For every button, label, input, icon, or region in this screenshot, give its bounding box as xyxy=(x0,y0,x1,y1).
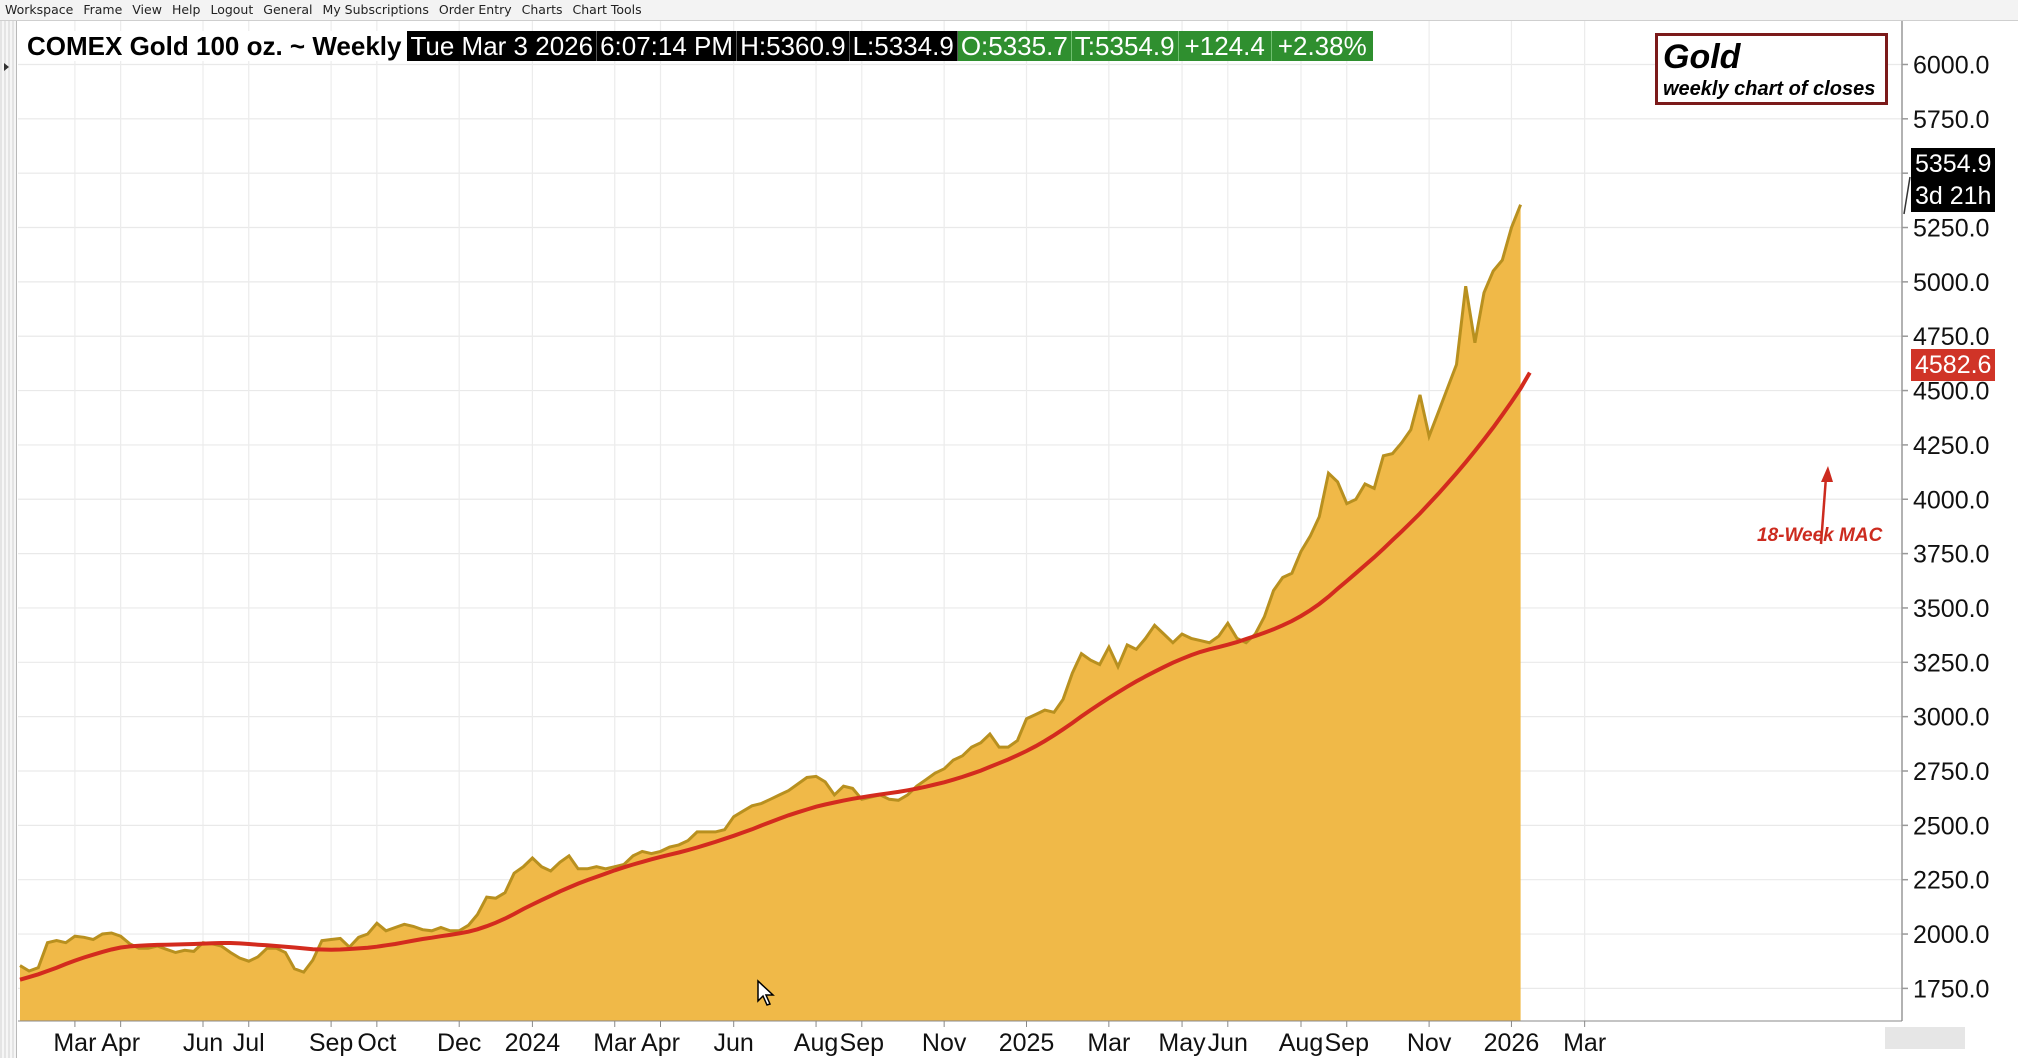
y-tick-label: 4500.0 xyxy=(1913,378,1989,406)
mac-annotation-arrow xyxy=(1819,466,1833,545)
legend-box: Gold weekly chart of closes xyxy=(1655,33,1888,105)
y-tick-label: 6000.0 xyxy=(1913,51,1989,79)
mac-line xyxy=(19,371,1532,982)
y-tick-label: 2250.0 xyxy=(1913,867,1989,895)
legend-subtitle: weekly chart of closes xyxy=(1663,78,1876,100)
x-tick-label: Sep xyxy=(1325,1029,1369,1057)
x-tick-label: Nov xyxy=(922,1029,967,1057)
x-tick-label: 2024 xyxy=(505,1029,561,1057)
menu-bar: Workspace Frame View Help Logout General My Su… xyxy=(0,0,2018,21)
x-tick-label: Dec xyxy=(437,1029,481,1057)
quote-change-pct: +2.38% xyxy=(1271,31,1373,61)
bar-time-remaining-badge: 3d 21h xyxy=(1911,180,1996,212)
price-chart[interactable]: 1750.0 2000.0 2250.0 2500.0 2750.0 3000.0 3250… xyxy=(0,21,2018,1058)
y-tick-label: 2750.0 xyxy=(1913,758,1989,786)
quote-date: Tue Mar 3 2026 xyxy=(407,31,598,61)
quote-high: H:5360.9 xyxy=(737,31,850,61)
quote-time: 6:07:14 PM xyxy=(597,31,738,61)
y-tick-label: 2000.0 xyxy=(1913,921,1989,949)
x-tick-label: 2026 xyxy=(1484,1029,1540,1057)
y-tick-label: 1750.0 xyxy=(1913,975,1989,1003)
menu-item-logout[interactable]: Logout xyxy=(210,2,254,17)
x-tick-label: Mar xyxy=(593,1029,636,1057)
y-tick-label: 3750.0 xyxy=(1913,541,1989,569)
x-tick-label: Mar xyxy=(53,1029,96,1057)
x-tick-label: Apr xyxy=(641,1029,680,1057)
x-tick-label: 2025 xyxy=(999,1029,1055,1057)
menu-item-general[interactable]: General xyxy=(263,2,313,17)
expand-arrow-icon[interactable] xyxy=(4,63,9,71)
y-tick-label: 2500.0 xyxy=(1913,812,1989,840)
menu-item-order-entry[interactable]: Order Entry xyxy=(438,2,512,17)
mac-annotation-label: 18-Week MAC xyxy=(1757,525,1883,546)
y-tick-label: 5000.0 xyxy=(1913,269,1989,297)
left-scroll-gutter[interactable] xyxy=(0,21,17,1058)
x-tick-label: Jun xyxy=(714,1029,754,1057)
x-tick-label: Jun xyxy=(1208,1029,1248,1057)
menu-item-charts[interactable]: Charts xyxy=(521,2,563,17)
menu-item-help[interactable]: Help xyxy=(171,2,201,17)
menu-item-chart-tools[interactable]: Chart Tools xyxy=(572,2,642,17)
x-tick-label: Aug xyxy=(1279,1029,1323,1057)
mac-price-badge: 4582.6 xyxy=(1911,349,1996,381)
y-tick-label: 3000.0 xyxy=(1913,704,1989,732)
scroll-thumb[interactable] xyxy=(1885,1027,1965,1049)
last-price-badge: 5354.9 xyxy=(1911,148,1996,180)
quote-last: T:5354.9 xyxy=(1071,31,1179,61)
legend-title: Gold xyxy=(1663,38,1741,76)
grid xyxy=(18,21,1902,1021)
quote-change: +124.4 xyxy=(1178,31,1272,61)
quote-low: L:5334.9 xyxy=(849,31,958,61)
x-tick-label: Sep xyxy=(309,1029,353,1057)
menu-item-view[interactable]: View xyxy=(132,2,162,17)
gold-area xyxy=(20,204,1521,1021)
y-tick-label: 3250.0 xyxy=(1913,649,1989,677)
x-axis-ticks: Mar Apr Jun Jul Sep Oct Dec 2024 Mar Apr Jun Aug Sep… xyxy=(53,1021,1606,1057)
x-tick-label: Mar xyxy=(1563,1029,1606,1057)
mouse-pointer-icon xyxy=(757,979,775,1006)
x-tick-label: Oct xyxy=(357,1029,396,1057)
price-leader-line xyxy=(1903,176,1911,215)
x-tick-label: Jun xyxy=(183,1029,223,1057)
x-tick-label: Nov xyxy=(1407,1029,1452,1057)
gold-close-line xyxy=(19,204,1522,974)
x-tick-label: Sep xyxy=(840,1029,884,1057)
y-tick-label: 3500.0 xyxy=(1913,595,1989,623)
menu-item-workspace[interactable]: Workspace xyxy=(5,2,74,17)
x-tick-label: Jul xyxy=(233,1029,265,1057)
quote-open: O:5335.7 xyxy=(957,31,1072,61)
menu-item-frame[interactable]: Frame xyxy=(83,2,123,17)
y-tick-label: 4750.0 xyxy=(1913,323,1989,351)
quote-header: COMEX Gold 100 oz. ~ Weekly Tue Mar 3 20… xyxy=(24,31,1373,61)
x-tick-label: Aug xyxy=(794,1029,838,1057)
y-tick-label: 5750.0 xyxy=(1913,106,1989,134)
menu-item-my-subscriptions[interactable]: My Subscriptions xyxy=(322,2,429,17)
y-tick-label: 4250.0 xyxy=(1913,432,1989,460)
x-tick-label: Apr xyxy=(101,1029,140,1057)
x-tick-label: Mar xyxy=(1087,1029,1130,1057)
y-tick-label: 4000.0 xyxy=(1913,486,1989,514)
y-tick-label: 5250.0 xyxy=(1913,215,1989,243)
chart-title: COMEX Gold 100 oz. ~ Weekly xyxy=(24,31,408,61)
x-tick-label: May xyxy=(1158,1029,1206,1057)
